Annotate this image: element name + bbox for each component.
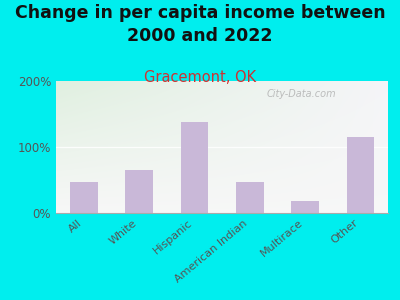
- Bar: [346, 137, 374, 213]
- Bar: [180, 122, 208, 213]
- Text: City-Data.com: City-Data.com: [267, 89, 336, 99]
- Bar: [125, 170, 153, 213]
- Text: Gracemont, OK: Gracemont, OK: [144, 70, 256, 86]
- Bar: [291, 201, 319, 213]
- Bar: [70, 182, 98, 213]
- Text: Change in per capita income between
2000 and 2022: Change in per capita income between 2000…: [15, 4, 385, 45]
- Bar: [236, 182, 264, 213]
